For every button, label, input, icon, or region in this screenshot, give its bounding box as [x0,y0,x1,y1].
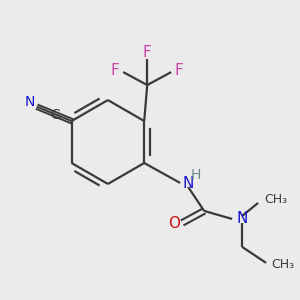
Text: CH₃: CH₃ [264,194,287,206]
Text: F: F [175,63,184,78]
Text: H: H [191,168,201,182]
Text: N: N [182,176,194,191]
Text: CH₃: CH₃ [271,258,294,272]
Text: F: F [143,45,152,60]
Text: F: F [111,63,120,78]
Text: N: N [24,95,35,109]
Text: C: C [51,108,60,122]
Text: O: O [168,216,180,231]
Text: N: N [236,212,248,226]
